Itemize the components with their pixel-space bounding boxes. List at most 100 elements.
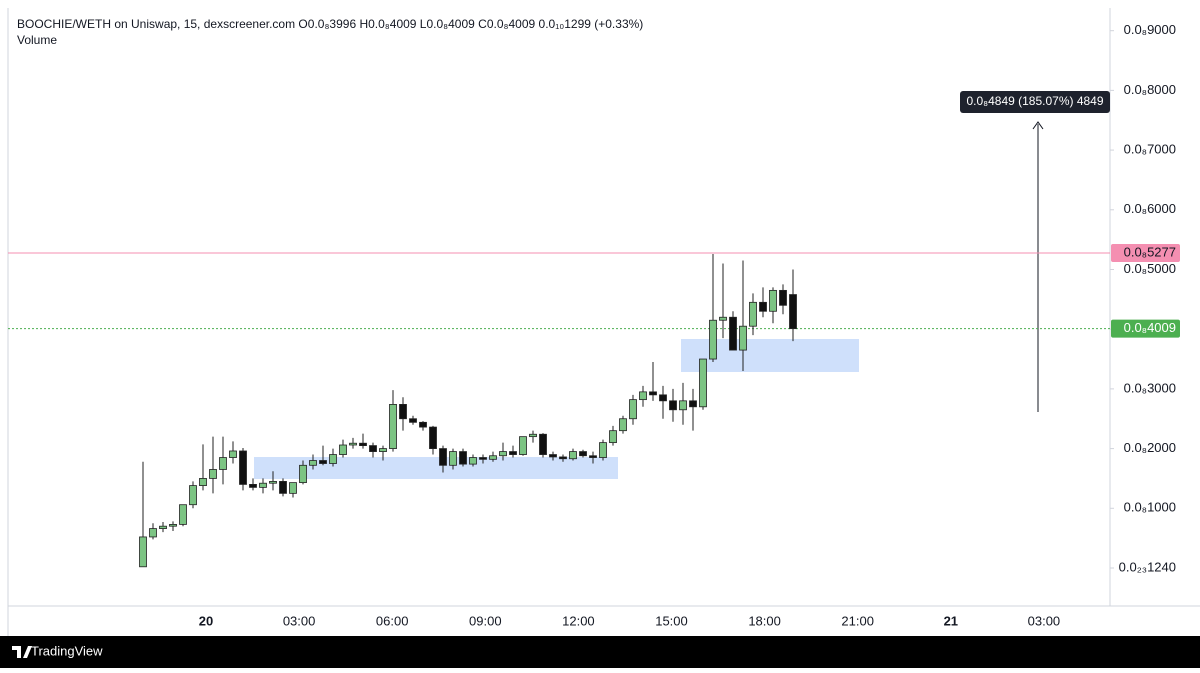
candle-body (429, 426, 437, 449)
candle-body (679, 400, 687, 411)
candle-body (539, 433, 547, 455)
candle-body (479, 457, 487, 460)
y-tick-label: 0.0₈3000 (1124, 380, 1176, 395)
candle-body (249, 484, 257, 488)
candle-body (719, 316, 727, 321)
candle-body (729, 316, 737, 351)
candle-body (379, 448, 387, 452)
candle-body (489, 455, 497, 460)
candle-body (519, 436, 527, 455)
x-tick-label: 18:00 (748, 613, 781, 628)
candle-body (529, 433, 537, 438)
y-tick-label: 0.0₈7000 (1124, 142, 1176, 157)
x-tick-label: 06:00 (376, 613, 409, 628)
x-tick-label: 15:00 (655, 613, 688, 628)
candle-body (419, 421, 427, 428)
candle-body (459, 451, 467, 465)
candle-body (169, 524, 177, 527)
candle-body (709, 319, 717, 360)
price-label-box (1111, 319, 1180, 338)
candle-body (189, 485, 197, 506)
candle-body (389, 404, 397, 449)
x-tick-label: 09:00 (469, 613, 502, 628)
candle-body (599, 442, 607, 458)
candle-body (689, 400, 697, 408)
candle-body (199, 478, 207, 487)
candle-body (289, 482, 297, 494)
y-tick-label: 0.0₈6000 (1124, 201, 1176, 216)
chart-title: BOOCHIE/WETH on Uniswap, 15, dexscreener… (17, 17, 643, 31)
candle-body (639, 391, 647, 401)
candle-body (219, 457, 227, 470)
brand-logo (12, 646, 32, 658)
y-tick-label: 0.0₈8000 (1124, 82, 1176, 97)
candle-body (439, 448, 447, 466)
candle-body (259, 482, 267, 488)
candle-body (409, 418, 417, 423)
candle-body (179, 504, 187, 525)
brand: TradingView (31, 643, 103, 658)
candle-body (629, 399, 637, 420)
candle-body (149, 528, 157, 538)
y-tick-label: 0.0₈9000 (1124, 22, 1176, 37)
candle-body (779, 289, 787, 306)
measure-arrow-head (1032, 121, 1044, 130)
candle-body (659, 394, 667, 402)
measure-box (960, 91, 1110, 113)
candle-body (239, 450, 247, 485)
zone (681, 339, 859, 372)
price-label: 0.0₈4009 (1124, 320, 1176, 335)
candle-body (309, 460, 317, 466)
candle-body (139, 536, 147, 568)
candle-body (299, 464, 307, 484)
footer (0, 636, 1200, 668)
candle-body (369, 445, 377, 452)
candle-body (649, 391, 657, 396)
candle-body (329, 454, 337, 464)
zone (254, 457, 618, 479)
candle-body (279, 481, 287, 494)
candle-body (399, 404, 407, 420)
x-tick-label: 21:00 (841, 613, 874, 628)
candle-body (469, 457, 477, 465)
candle-body (739, 325, 747, 351)
candle-body (609, 430, 617, 444)
y-tick-label: 0.0₈5000 (1124, 261, 1176, 276)
candle-body (769, 289, 777, 312)
candle-body (509, 451, 517, 455)
price-label-box (1111, 243, 1180, 262)
candle-body (339, 444, 347, 455)
price-label: 0.0₈5277 (1124, 244, 1176, 259)
x-tick-label: 12:00 (562, 613, 595, 628)
candle-body (789, 294, 797, 330)
candle-body (159, 525, 167, 529)
candle-body (359, 442, 367, 447)
y-tick-label: 0.0₈1000 (1124, 500, 1176, 515)
candle-body (229, 450, 237, 458)
candle-body (349, 442, 357, 446)
candle-body (449, 451, 457, 466)
candle-body (549, 454, 557, 458)
x-tick-label: 03:00 (283, 613, 316, 628)
candle-body (579, 451, 587, 457)
candle-body (269, 481, 277, 484)
candle-body (499, 451, 507, 457)
candle-body (209, 469, 217, 479)
y-tick-label: 0.0₂₃1240 (1119, 559, 1176, 574)
x-tick-label: 21 (944, 613, 958, 628)
x-tick-label: 03:00 (1028, 613, 1061, 628)
candle-body (569, 451, 577, 460)
candle-body (589, 455, 597, 458)
measure-label: 0.0₈4849 (185.07%) 4849 (966, 94, 1103, 108)
candle-body (619, 418, 627, 432)
candle-body (559, 456, 567, 460)
x-tick-label: 20 (199, 613, 213, 628)
candle-body (699, 358, 707, 408)
subtitle: Volume (17, 33, 57, 47)
y-tick-label: 0.0₈2000 (1124, 440, 1176, 455)
candle-body (759, 301, 767, 312)
candle-body (669, 400, 677, 411)
candle-body (319, 460, 327, 464)
candle-body (749, 301, 757, 327)
